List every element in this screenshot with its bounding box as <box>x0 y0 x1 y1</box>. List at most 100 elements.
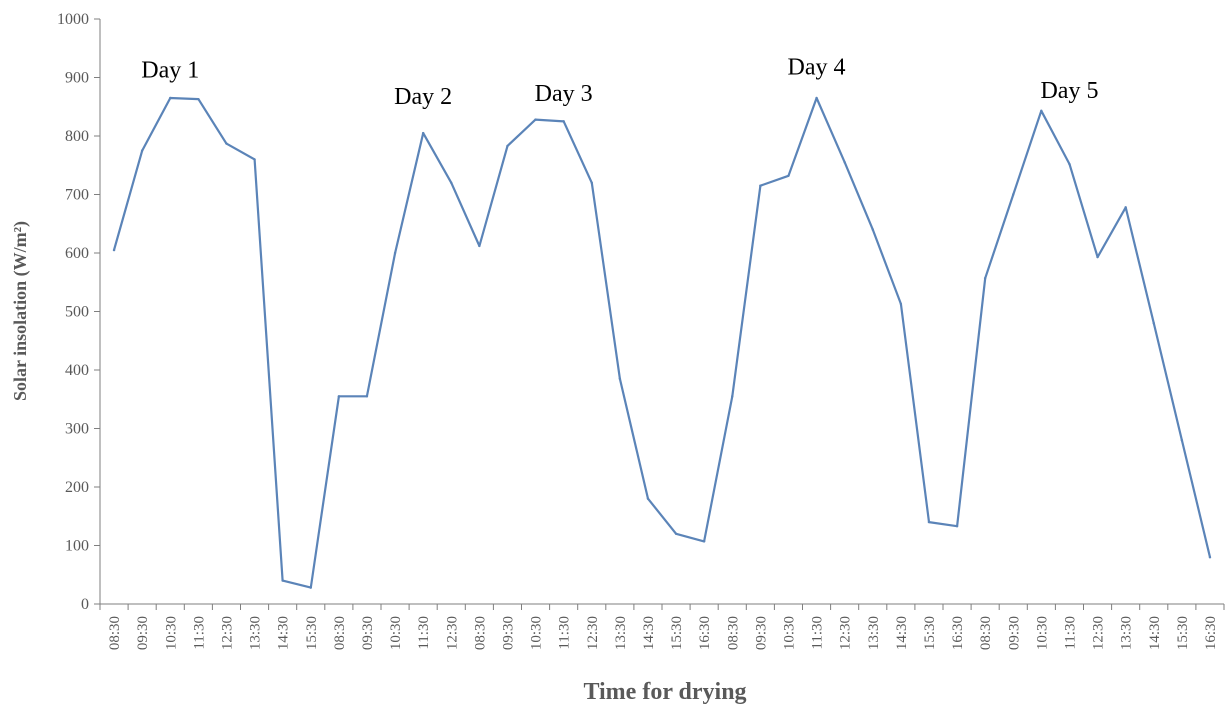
x-tick-label: 12:30 <box>838 616 854 650</box>
x-tick-label: 11:30 <box>416 616 432 650</box>
data-point <box>955 524 959 528</box>
y-axis-title: Solar insolation (W/m²) <box>10 221 31 401</box>
x-tick-label: 15:30 <box>922 616 938 650</box>
data-point <box>253 158 256 161</box>
data-point <box>169 96 172 100</box>
y-tick-label: 800 <box>65 128 89 145</box>
x-tick-label: 09:30 <box>753 616 769 650</box>
annotation-layer: Day 1 Day 2 Day 3 Day 4 Day 5 <box>141 55 1098 110</box>
data-point <box>393 251 397 255</box>
y-tick-label: 300 <box>65 421 89 438</box>
x-tick-label: 14:30 <box>894 616 910 650</box>
data-point <box>225 142 228 145</box>
x-tick-label: 13:30 <box>1119 616 1135 650</box>
data-point <box>1124 206 1127 209</box>
y-tick-label: 400 <box>65 362 89 379</box>
data-point <box>674 532 678 535</box>
data-point <box>646 497 650 500</box>
x-tick-label: 09:30 <box>360 616 376 650</box>
data-point <box>871 228 874 231</box>
x-tick-label: 09:30 <box>500 616 516 650</box>
x-tick-label: 11:30 <box>557 616 573 650</box>
data-point <box>927 520 931 524</box>
x-tick-label: 15:30 <box>1175 616 1191 650</box>
x-tick-label: 14:30 <box>276 616 292 650</box>
x-tick-label: 12:30 <box>1091 616 1107 650</box>
x-tick-label: 08:30 <box>725 616 741 650</box>
x-tick-label: 12:30 <box>444 616 460 650</box>
x-tick-label: 08:30 <box>472 616 488 650</box>
data-point <box>702 540 706 543</box>
y-tick-label: 500 <box>65 304 89 321</box>
x-tick-label: 15:30 <box>304 616 320 650</box>
data-point <box>309 586 312 589</box>
x-tick-label: 08:30 <box>978 616 994 650</box>
data-point <box>1152 322 1155 325</box>
x-tick-label: 08:30 <box>332 616 348 650</box>
x-tick-label: 13:30 <box>248 616 264 650</box>
x-tick-label: 11:30 <box>191 616 207 650</box>
x-tick-label: 11:30 <box>1062 616 1078 650</box>
data-point <box>1096 255 1099 259</box>
x-tick-label: 16:30 <box>1203 616 1219 650</box>
x-tick-label: 15:30 <box>669 616 685 650</box>
day-annotation: Day 2 <box>394 84 452 110</box>
data-point <box>506 144 509 148</box>
y-tick-label: 600 <box>65 245 89 262</box>
x-tick-label: 12:30 <box>585 616 601 650</box>
series-layer <box>112 96 1212 589</box>
x-tick-label: 13:30 <box>866 616 882 650</box>
day-annotation: Day 4 <box>788 55 846 81</box>
data-point <box>983 276 987 280</box>
x-tick-label: 09:30 <box>135 616 151 650</box>
x-tick-label: 09:30 <box>1006 616 1022 650</box>
data-point <box>1180 439 1184 442</box>
day-annotation: Day 1 <box>141 58 199 84</box>
x-tick-label: 10:30 <box>163 616 179 650</box>
day-annotation: Day 5 <box>1040 78 1098 104</box>
x-axis: 08:30 09:30 10:30 11:30 12:30 13:30 14:30 15:30… <box>99 603 1225 650</box>
data-point <box>1208 556 1212 559</box>
data-point <box>281 579 284 582</box>
y-axis: 0 100 200 300 400 500 600 700 800 900 1000 <box>57 11 101 613</box>
y-tick-label: 100 <box>65 538 89 555</box>
data-point <box>534 118 537 121</box>
data-point <box>337 395 341 398</box>
y-tick-label: 700 <box>65 187 89 204</box>
data-point <box>759 184 762 187</box>
data-point <box>450 181 453 184</box>
y-tick-label: 1000 <box>57 11 89 28</box>
x-tick-label: 10:30 <box>529 616 545 650</box>
data-point <box>112 248 116 252</box>
x-tick-label: 16:30 <box>697 616 713 650</box>
data-point <box>731 395 734 398</box>
data-point <box>365 395 369 398</box>
data-point <box>140 149 144 152</box>
data-point <box>421 131 425 135</box>
data-point <box>843 161 846 164</box>
data-point <box>1068 162 1071 166</box>
data-point <box>1040 109 1043 113</box>
data-point <box>1012 193 1015 196</box>
data-point <box>197 97 200 101</box>
x-tick-label: 10:30 <box>1034 616 1050 650</box>
data-point <box>562 120 565 123</box>
x-tick-label: 14:30 <box>641 616 657 650</box>
data-point <box>787 174 790 177</box>
data-point <box>478 244 481 248</box>
series-line <box>112 96 1212 589</box>
data-point <box>618 377 622 380</box>
x-tick-label: 14:30 <box>1147 616 1163 650</box>
day-annotation: Day 3 <box>535 81 593 107</box>
x-tick-label: 16:30 <box>950 616 966 650</box>
data-point <box>815 96 818 100</box>
x-tick-label: 13:30 <box>613 616 629 650</box>
data-point <box>590 181 593 184</box>
y-tick-label: 900 <box>65 70 89 87</box>
x-tick-label: 10:30 <box>781 616 797 650</box>
x-tick-label: 10:30 <box>388 616 404 650</box>
x-axis-title: Time for drying <box>583 679 746 705</box>
x-tick-label: 12:30 <box>219 616 235 650</box>
x-tick-label: 11:30 <box>810 616 826 650</box>
